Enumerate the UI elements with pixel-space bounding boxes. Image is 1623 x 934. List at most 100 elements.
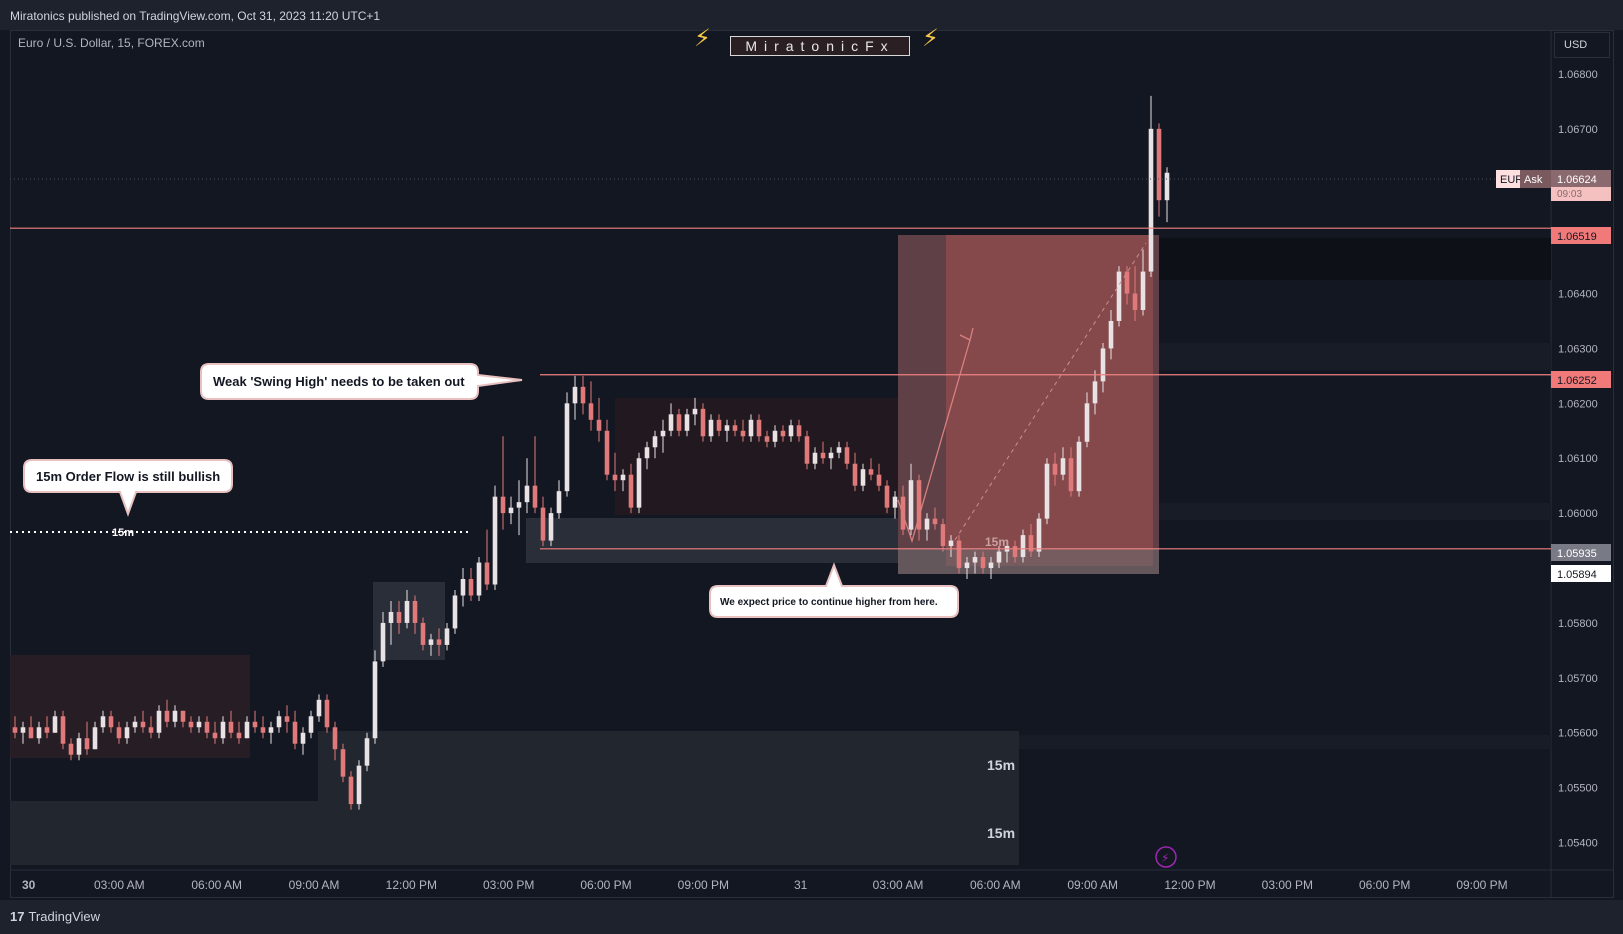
candle-body [956,540,962,569]
price-tags: EUR Ask 1.06624 09:03 1.06519 1.06252 1.… [1496,170,1611,582]
candle-body [20,727,26,733]
time-tick-label: 09:00 AM [289,878,340,892]
currency-selector[interactable]: USD [1554,32,1610,58]
candles [12,95,1170,810]
publisher-bar: Miratonics published on TradingView.com,… [0,0,1623,30]
expect-callout [709,562,959,618]
tradingview-logo[interactable]: 17 TradingView [10,909,100,924]
horizontal-levels [10,227,1551,550]
candle-body [124,727,130,739]
zone-extension [1159,238,1551,280]
zone-extension [1093,343,1551,370]
candle-body [964,562,970,569]
candle-body [484,562,490,585]
candle-body [612,474,618,481]
candle-body [988,562,994,569]
candle-body [452,595,458,629]
candle-body [340,749,346,777]
projection-arrow [897,339,971,544]
candle-body [644,447,650,459]
symbol-label[interactable]: Euro / U.S. Dollar, 15, FOREX.com [18,36,205,50]
candle-body [1060,458,1066,475]
footer-bar [0,900,1623,934]
price-tick-label: 1.05600 [1558,728,1598,740]
level-tag-label: 1.05894 [1557,569,1597,581]
time-axis[interactable]: 30 03:00 AM 06:00 AM 09:00 AM 12:00 PM 03:00 … [22,878,1508,892]
candle-body [836,447,842,453]
time-tick-label: 06:00 AM [191,878,242,892]
ask-tag-label: Ask [1524,174,1543,186]
lightning-icon: ⚡ [1161,851,1169,865]
candle-body [740,430,746,437]
timeframe-label: 15m [112,527,134,539]
candle-body [524,485,530,503]
candle-body [596,419,602,431]
candle-body [204,721,210,733]
candle-body [932,518,938,525]
candle-body [100,716,106,728]
time-tick-label: 03:00 AM [873,878,924,892]
candle-body [820,452,826,459]
time-tick-label: 09:00 PM [1456,878,1507,892]
candle-body [412,600,418,623]
level-tag [1551,565,1611,582]
level-tag [1551,371,1611,388]
candle-body [540,507,546,541]
candle-body [316,699,322,717]
candle-body [876,474,882,486]
candle-body [76,738,82,755]
candle-body [436,639,442,645]
time-tick-label: 09:00 PM [678,878,729,892]
candle-body [428,639,434,645]
candle-body [244,721,250,739]
candle-body [700,408,706,437]
candle-body [1052,463,1058,475]
brand-badge: MiratonicFx [730,36,910,56]
price-axis[interactable]: 1.06800 1.06700 1.06400 1.06300 1.06200 1.061… [1558,69,1598,850]
price-tick-label: 1.05500 [1558,783,1598,795]
swing-high-text: Weak 'Swing High' needs to be taken out [213,374,465,389]
candle-body [724,425,730,431]
candle-body [516,502,522,508]
timeframe-label: 15m [987,825,1015,841]
candle-body [236,732,242,739]
candle-body [780,430,786,437]
price-tick-label: 1.06000 [1558,508,1598,520]
candle-body [868,469,874,475]
candle-body [420,622,426,645]
level-tag-label: 1.05935 [1557,548,1597,560]
candle-body [36,727,42,739]
candle-body [708,419,714,437]
candle-body [764,436,770,442]
level-tag [1551,227,1611,244]
candle-body [252,721,258,728]
price-tick-label: 1.05700 [1558,673,1598,685]
chart-frame [10,30,1614,898]
candle-body [588,403,594,420]
candle-body [1068,458,1074,492]
order-flow-text: 15m Order Flow is still bullish [36,469,220,484]
candle-body [1020,535,1026,558]
candle-body [260,727,266,733]
candle-body [356,765,362,805]
candle-body [1100,348,1106,382]
candle-body [1140,271,1146,310]
candle-body [948,540,954,547]
candle-body [212,732,218,739]
alert-icon[interactable] [1155,846,1177,868]
candle-body [220,721,226,739]
current-time-label: 09:03 [1557,189,1582,200]
candle-body [196,721,202,728]
candle-body [372,661,378,739]
candle-body [348,776,354,805]
candle-body [1132,293,1138,310]
candle-body [116,727,122,739]
candle-body [156,710,162,733]
candle-body [388,611,394,623]
lightning-icon: ⚡ [694,25,711,52]
candle-body [772,430,778,442]
candle-body [980,557,986,569]
candle-body [884,485,890,508]
candle-body [172,710,178,722]
